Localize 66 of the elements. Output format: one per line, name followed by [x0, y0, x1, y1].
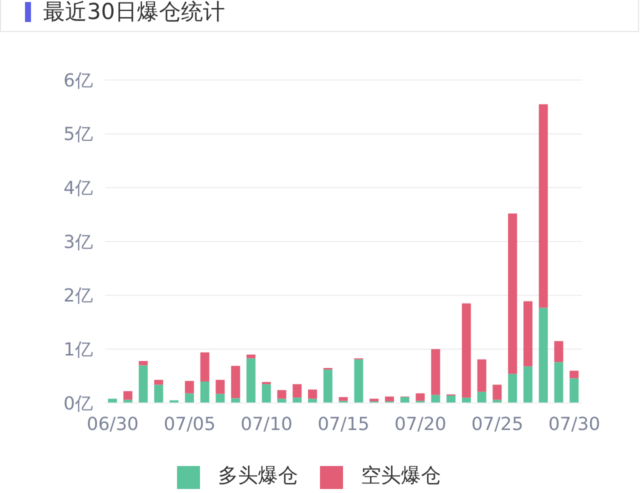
y-tick-label: 6亿 — [64, 70, 93, 92]
bar — [416, 393, 425, 401]
bar — [216, 394, 225, 403]
bar — [154, 380, 164, 385]
bar — [323, 370, 332, 403]
x-tick-label: 07/25 — [471, 414, 524, 435]
bar — [446, 395, 456, 403]
bar — [492, 384, 502, 400]
bar — [292, 398, 302, 403]
x-tick-label: 07/20 — [394, 414, 446, 435]
bar — [231, 366, 240, 398]
bar — [538, 308, 548, 403]
bar — [138, 361, 148, 366]
bar — [216, 380, 225, 394]
legend-label: 空头爆仓 — [361, 463, 441, 487]
bar — [431, 394, 440, 403]
bar — [554, 362, 564, 403]
bar — [462, 303, 471, 398]
bar — [123, 391, 132, 400]
bar — [570, 378, 579, 403]
y-tick-label: 0亿 — [64, 393, 93, 414]
bar — [508, 374, 518, 403]
bar — [246, 354, 256, 358]
bar — [523, 366, 532, 403]
bar — [554, 341, 564, 362]
legend-label: 多头爆仓 — [218, 463, 298, 487]
bar — [338, 397, 348, 401]
bar — [538, 104, 548, 308]
bar — [431, 349, 440, 395]
bar — [184, 393, 194, 403]
bar — [154, 384, 164, 403]
bar — [370, 398, 379, 402]
bar — [262, 384, 271, 403]
y-tick-label: 4亿 — [64, 178, 93, 200]
bar — [308, 398, 318, 403]
y-tick-label: 1亿 — [64, 340, 93, 361]
x-tick-label: 07/05 — [164, 414, 216, 435]
bar — [277, 398, 286, 403]
bar — [570, 370, 579, 378]
bar — [138, 365, 148, 403]
bar — [508, 214, 518, 374]
bar — [246, 358, 256, 403]
bar — [384, 396, 394, 402]
y-tick-label: 3亿 — [64, 232, 93, 253]
y-tick-label: 2亿 — [64, 286, 93, 307]
bar — [200, 352, 210, 382]
bar — [231, 398, 240, 403]
y-tick-label: 5亿 — [64, 124, 93, 146]
bar — [462, 398, 471, 403]
bar — [477, 392, 486, 403]
bar — [200, 381, 210, 403]
chart-title: 最近30日爆仓统计 — [43, 0, 225, 27]
bar — [477, 359, 486, 392]
bar — [354, 359, 364, 403]
bar — [108, 398, 117, 403]
bar — [308, 390, 318, 399]
x-tick-label: 07/30 — [548, 414, 600, 435]
bar — [400, 397, 410, 403]
bar — [277, 390, 286, 399]
bar — [523, 301, 532, 366]
header-card: 最近30日爆仓统计 — [0, 0, 639, 32]
x-tick-label: 06/30 — [86, 414, 139, 435]
x-tick-label: 07/15 — [318, 414, 370, 435]
bar — [292, 384, 302, 398]
bar — [184, 380, 194, 394]
x-tick-label: 07/10 — [240, 414, 292, 435]
